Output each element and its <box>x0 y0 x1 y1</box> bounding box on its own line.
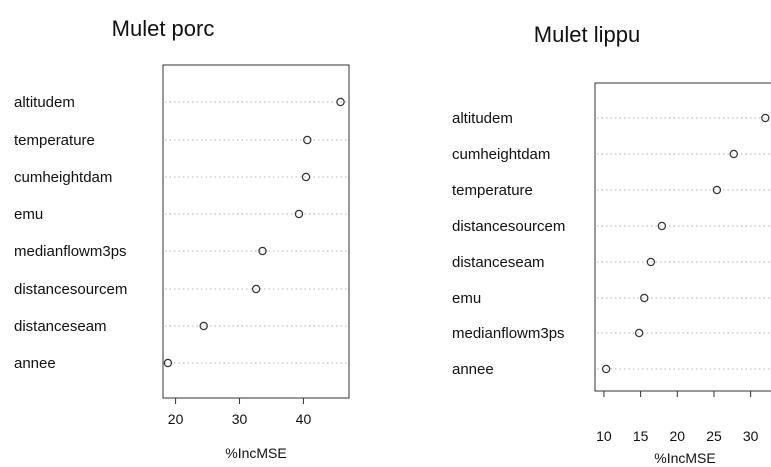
category-label: medianflowm3ps <box>14 243 127 260</box>
marks-group: altitudem temperature cumheightdam emu media… <box>14 94 347 427</box>
data-point <box>336 97 345 107</box>
data-point <box>640 293 649 303</box>
data-point <box>601 364 611 374</box>
category-label: emu <box>452 290 481 307</box>
x-tick-label: 25 <box>706 428 722 444</box>
x-tick-label: 20 <box>168 411 184 427</box>
data-point <box>303 135 312 145</box>
category-label: distanceseam <box>452 254 545 271</box>
data-point <box>761 113 770 123</box>
category-label: cumheightdam <box>14 169 112 186</box>
category-label: distancesourcem <box>452 218 565 235</box>
plot-frame <box>594 82 771 392</box>
category-label: altitudem <box>452 110 513 127</box>
data-point <box>294 209 304 219</box>
data-point <box>251 284 261 294</box>
category-label: annee <box>14 355 56 372</box>
category-label: cumheightdam <box>452 146 550 163</box>
category-label: altitudem <box>14 94 75 111</box>
x-tick-label: 30 <box>232 411 248 427</box>
data-point <box>258 246 267 256</box>
data-point <box>729 149 738 159</box>
category-label: annee <box>452 361 494 378</box>
data-point <box>199 321 208 331</box>
data-point <box>712 185 722 195</box>
category-label: medianflowm3ps <box>452 325 565 342</box>
category-label: temperature <box>452 182 533 199</box>
marks-group: altitudem cumheightdam temperature distance… <box>452 110 771 444</box>
data-point <box>163 358 173 368</box>
x-tick-label: 20 <box>670 428 686 444</box>
panel-title: Mulet porc <box>112 16 215 41</box>
x-axis-label: %IncMSE <box>654 450 715 466</box>
data-point <box>657 221 667 231</box>
x-tick-label: 10 <box>596 428 612 444</box>
x-axis-label: %IncMSE <box>225 445 286 461</box>
category-label: distancesourcem <box>14 281 127 298</box>
category-label: emu <box>14 206 43 223</box>
category-label: distanceseam <box>14 318 107 335</box>
data-point <box>634 328 644 338</box>
x-tick-label: 30 <box>743 428 759 444</box>
panel-title: Mulet lippu <box>534 22 640 47</box>
plot-frame <box>162 64 350 399</box>
panel-mulet-lippu: Mulet lippu altitudem cumheightdam tempera… <box>452 22 771 466</box>
x-tick-label: 40 <box>296 411 312 427</box>
panel-mulet-porc: Mulet porc altitudem temperature cumheight… <box>14 16 350 461</box>
category-label: temperature <box>14 132 95 149</box>
data-point <box>646 257 656 267</box>
data-point <box>301 172 311 182</box>
x-tick-label: 15 <box>633 428 649 444</box>
